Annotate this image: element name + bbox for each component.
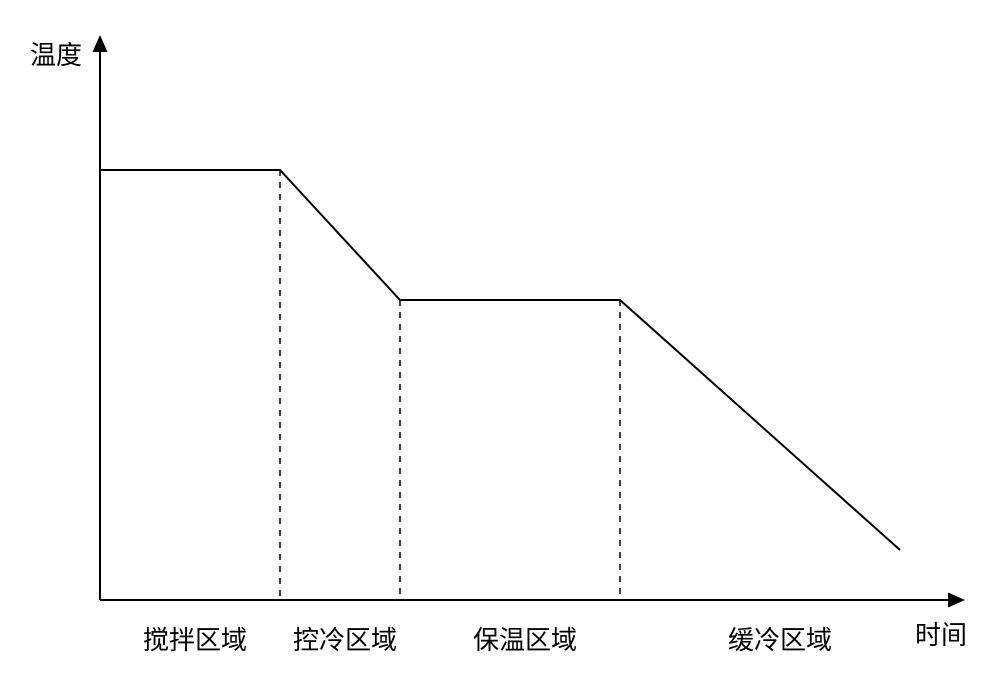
region-label: 保温区域 xyxy=(430,620,620,657)
region-label: 控冷区域 xyxy=(290,620,400,657)
region-label: 缓冷区域 xyxy=(680,620,880,657)
temperature-time-chart: 温度 时间 搅拌区域控冷区域保温区域 缓冷区域 xyxy=(0,0,1000,700)
chart-svg xyxy=(0,0,1000,700)
y-axis-label: 温度 xyxy=(30,35,82,72)
region-label: 搅拌区域 xyxy=(110,620,280,657)
x-axis-label: 时间 xyxy=(915,615,967,652)
